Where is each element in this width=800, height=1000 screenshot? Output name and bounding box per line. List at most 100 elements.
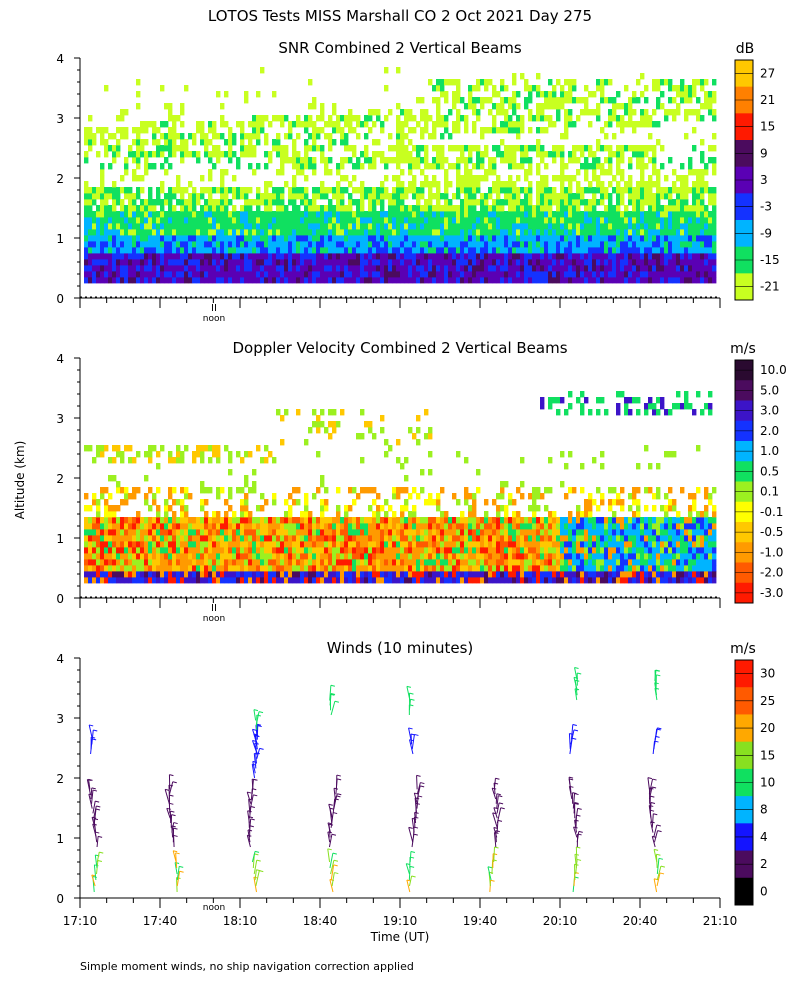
snr-cell — [564, 265, 569, 272]
snr-cell — [256, 253, 261, 260]
snr-cell — [308, 199, 313, 206]
snr-cell — [464, 163, 469, 170]
snr-cell — [348, 217, 353, 224]
snr-cell — [532, 217, 537, 224]
snr-cell — [696, 247, 701, 254]
doppler-cell — [344, 571, 349, 578]
snr-cell — [688, 205, 693, 212]
doppler-cell — [180, 547, 185, 554]
snr-cell — [628, 211, 633, 218]
snr-cell — [364, 187, 369, 194]
doppler-cell — [448, 553, 453, 560]
snr-cell — [184, 241, 189, 248]
snr-cell — [604, 229, 609, 236]
snr-cell — [708, 277, 713, 284]
snr-cell — [212, 223, 217, 230]
doppler-cell — [452, 517, 457, 524]
doppler-cell — [308, 535, 313, 542]
snr-cell — [512, 211, 517, 218]
snr-cell — [484, 247, 489, 254]
doppler-cell — [92, 541, 97, 548]
snr-cell — [380, 181, 385, 188]
doppler-cell — [304, 547, 309, 554]
doppler-cell — [136, 487, 141, 494]
snr-cell — [116, 277, 121, 284]
snr-cell — [268, 259, 273, 266]
snr-cell — [220, 217, 225, 224]
doppler-cell — [368, 505, 373, 512]
snr-cell — [320, 181, 325, 188]
snr-cell — [468, 181, 473, 188]
doppler-cell — [376, 505, 381, 512]
doppler-cell — [284, 535, 289, 542]
snr-cell — [212, 163, 217, 170]
doppler-cell — [336, 529, 341, 536]
doppler-cell — [312, 565, 317, 572]
snr-cell — [200, 133, 205, 140]
snr-cell — [312, 139, 317, 146]
doppler-cell — [96, 499, 101, 506]
snr-cell — [324, 253, 329, 260]
snr-cell — [520, 223, 525, 230]
snr-cell — [100, 169, 105, 176]
doppler-cell — [208, 571, 213, 578]
snr-cell — [672, 271, 677, 278]
doppler-cell — [256, 505, 261, 512]
snr-cell — [588, 253, 593, 260]
snr-cell — [404, 259, 409, 266]
snr-cell — [536, 187, 541, 194]
snr-cell — [620, 211, 625, 218]
doppler-cell — [212, 451, 217, 458]
snr-cell — [140, 229, 145, 236]
snr-cell — [344, 205, 349, 212]
doppler-cell — [124, 517, 129, 524]
snr-cell — [456, 79, 461, 86]
snr-cell — [480, 247, 485, 254]
snr-cell — [144, 139, 149, 146]
snr-cell — [212, 229, 217, 236]
doppler-cell — [400, 547, 405, 554]
snr-cell — [464, 247, 469, 254]
snr-cell — [92, 133, 97, 140]
snr-cell — [456, 175, 461, 182]
doppler-cell — [228, 517, 233, 524]
snr-cell — [400, 121, 405, 128]
snr-cell — [196, 241, 201, 248]
snr-cell — [660, 277, 665, 284]
snr-cell — [216, 241, 221, 248]
snr-cell — [424, 163, 429, 170]
snr-cell — [144, 259, 149, 266]
snr-cell — [256, 223, 261, 230]
snr-cell — [552, 151, 557, 158]
snr-cell — [712, 157, 717, 164]
doppler-cell — [316, 559, 321, 566]
snr-cell — [292, 151, 297, 158]
snr-cell — [640, 259, 645, 266]
snr-cell — [444, 157, 449, 164]
snr-cell — [680, 247, 685, 254]
doppler-cell — [252, 517, 257, 524]
snr-cell — [228, 253, 233, 260]
snr-cell — [320, 145, 325, 152]
snr-cell — [124, 241, 129, 248]
doppler-cell — [292, 565, 297, 572]
snr-cell — [160, 253, 165, 260]
snr-cell — [328, 169, 333, 176]
doppler-cell — [204, 523, 209, 530]
doppler-cell — [232, 511, 237, 518]
snr-cell — [572, 211, 577, 218]
snr-cell — [112, 259, 117, 266]
snr-cell — [700, 157, 705, 164]
snr-cell — [708, 223, 713, 230]
snr-cell — [268, 157, 273, 164]
snr-cell — [192, 265, 197, 272]
snr-cell — [704, 235, 709, 242]
snr-cell — [272, 217, 277, 224]
snr-cell — [404, 151, 409, 158]
doppler-cell — [120, 535, 125, 542]
snr-cell — [520, 145, 525, 152]
doppler-cell — [152, 565, 157, 572]
doppler-cell — [224, 559, 229, 566]
snr-cell — [360, 121, 365, 128]
snr-cell — [348, 115, 353, 122]
